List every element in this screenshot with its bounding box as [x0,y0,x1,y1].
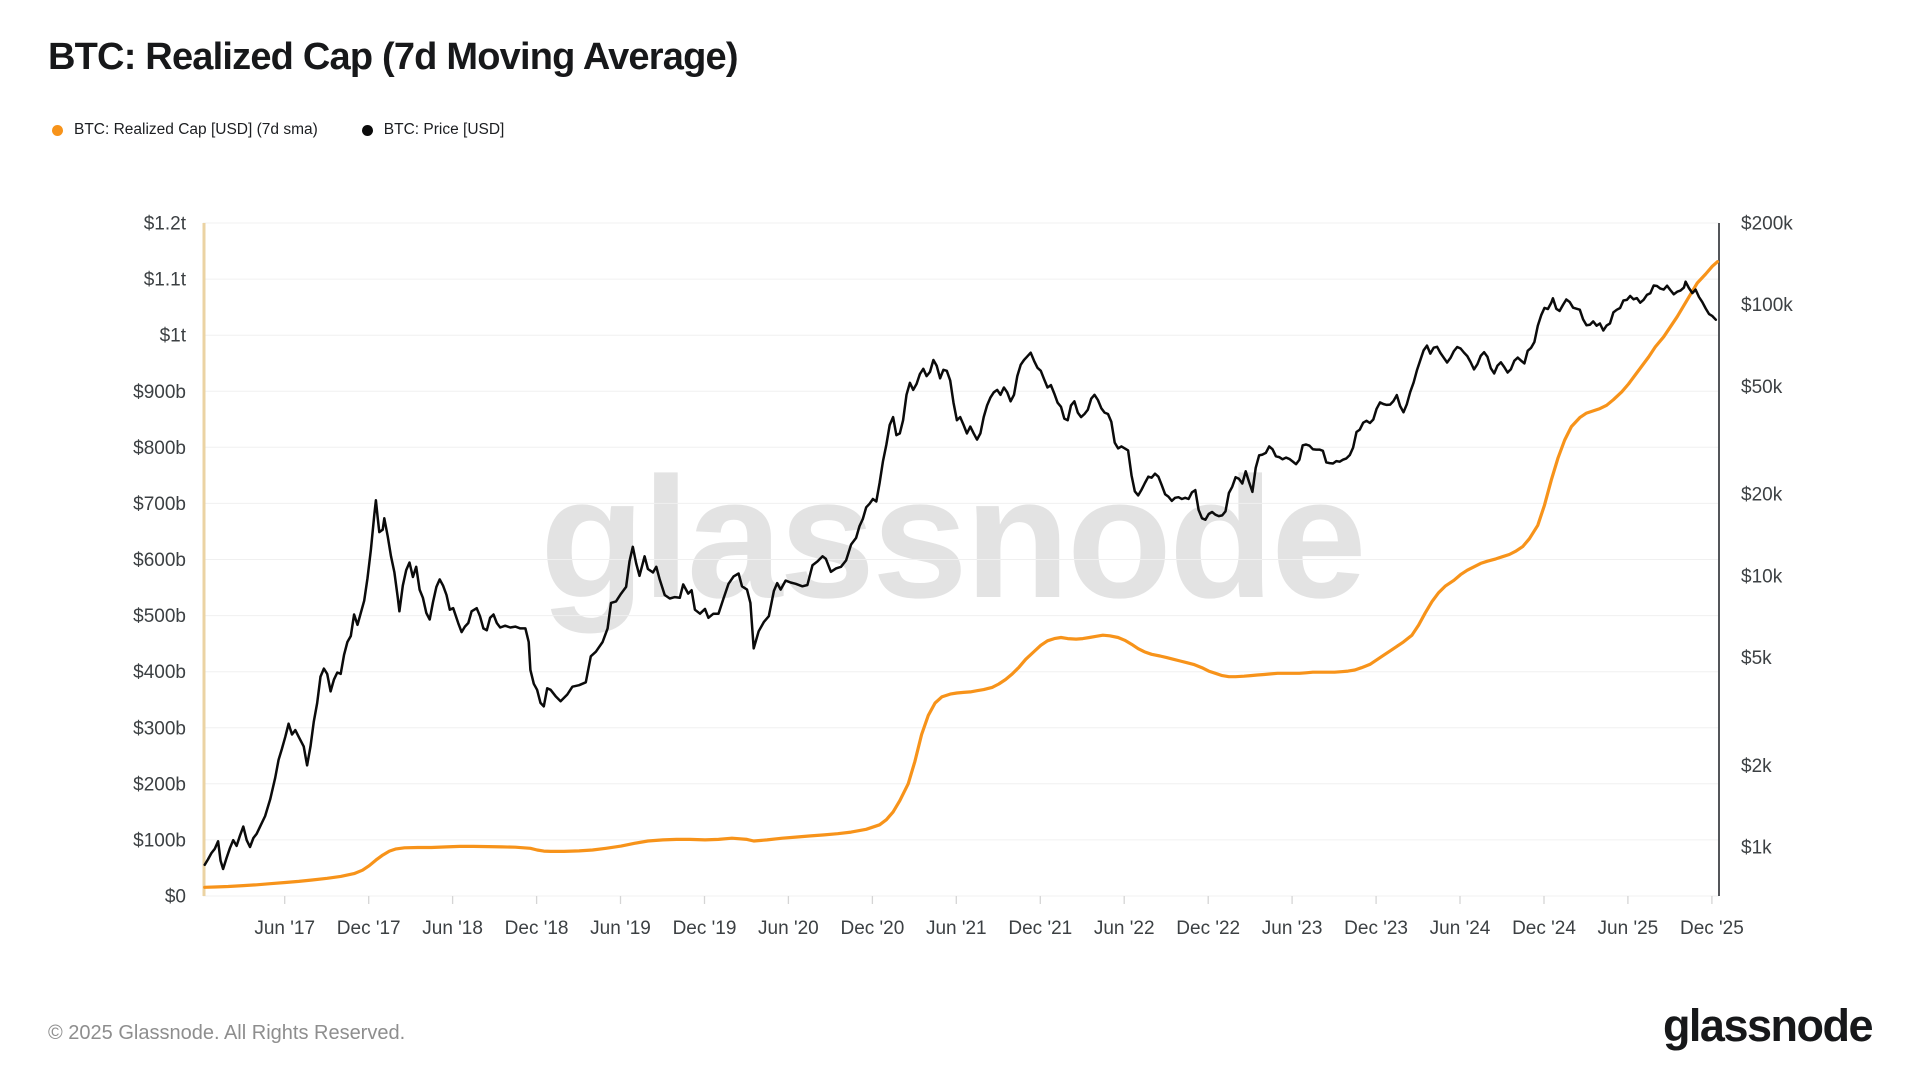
x-axis-tick-label: Dec '24 [1512,918,1576,939]
left-axis-tick-label: $300b [133,718,186,739]
x-axis-tick-label: Dec '25 [1680,918,1744,939]
right-axis-tick-label: $5k [1741,648,1772,669]
right-axis-tick-label: $20k [1741,485,1783,506]
legend-label-realized-cap: BTC: Realized Cap [USD] (7d sma) [74,121,318,138]
x-axis-tick-label: Jun '18 [422,918,483,939]
x-axis-tick-label: Dec '21 [1008,918,1072,939]
page-title: BTC: Realized Cap (7d Moving Average) [48,36,739,78]
realized-cap-line [203,260,1720,889]
left-axis-tick-label: $400b [133,662,186,683]
left-axis-tick-label: $1.1t [144,270,187,291]
left-axis-tick-label: $700b [133,494,186,515]
x-axis-tick-label: Jun '19 [590,918,651,939]
x-axis-tick-label: Jun '20 [758,918,819,939]
legend: BTC: Realized Cap [USD] (7d sma) BTC: Pr… [52,121,504,139]
left-axis-tick-label: $500b [133,606,186,627]
right-axis-tick-label: $100k [1741,295,1793,316]
x-axis-tick-label: Dec '18 [505,918,569,939]
left-axis-tick-label: $600b [133,550,186,571]
left-axis-tick-label: $0 [165,887,186,908]
legend-item-price[interactable]: BTC: Price [USD] [361,121,505,139]
x-axis-tick-label: Jun '17 [254,918,315,939]
left-axis-tick-label: $800b [133,438,186,459]
legend-label-price: BTC: Price [USD] [383,121,505,138]
right-axis-tick-label: $1k [1741,838,1772,859]
x-axis-tick-label: Jun '23 [1262,918,1323,939]
left-axis-tick-label: $1t [160,326,187,347]
realized-cap-legend-dot-icon [52,124,63,136]
price-legend-dot-icon [361,124,373,136]
left-axis-tick-label: $200b [133,774,186,795]
right-axis-tick-label: $2k [1741,756,1772,777]
x-axis-tick-label: Jun '21 [926,918,987,939]
x-axis-tick-label: Jun '25 [1598,918,1659,939]
copyright-text: © 2025 Glassnode. All Rights Reserved. [48,1022,406,1044]
price-line [203,280,1718,871]
x-axis-tick-label: Jun '22 [1094,918,1155,939]
left-axis-tick-label: $900b [133,382,186,403]
x-axis-tick-label: Dec '23 [1344,918,1408,939]
glassnode-watermark: glassnode [540,442,1367,634]
x-axis-tick-label: Dec '17 [337,918,401,939]
right-axis-tick-label: $200k [1741,214,1793,235]
x-axis-tick-label: Dec '22 [1176,918,1240,939]
right-axis-tick-label: $50k [1741,377,1783,398]
legend-item-realized-cap[interactable]: BTC: Realized Cap [USD] (7d sma) [52,121,318,139]
x-axis-tick-label: Jun '24 [1430,918,1491,939]
left-axis-tick-label: $1.2t [144,214,187,235]
right-axis-tick-label: $10k [1741,566,1783,587]
glassnode-logo: glassnode [1662,1000,1874,1051]
x-axis-tick-label: Dec '20 [840,918,904,939]
left-axis-tick-label: $100b [133,830,186,851]
x-axis-tick-label: Dec '19 [673,918,737,939]
